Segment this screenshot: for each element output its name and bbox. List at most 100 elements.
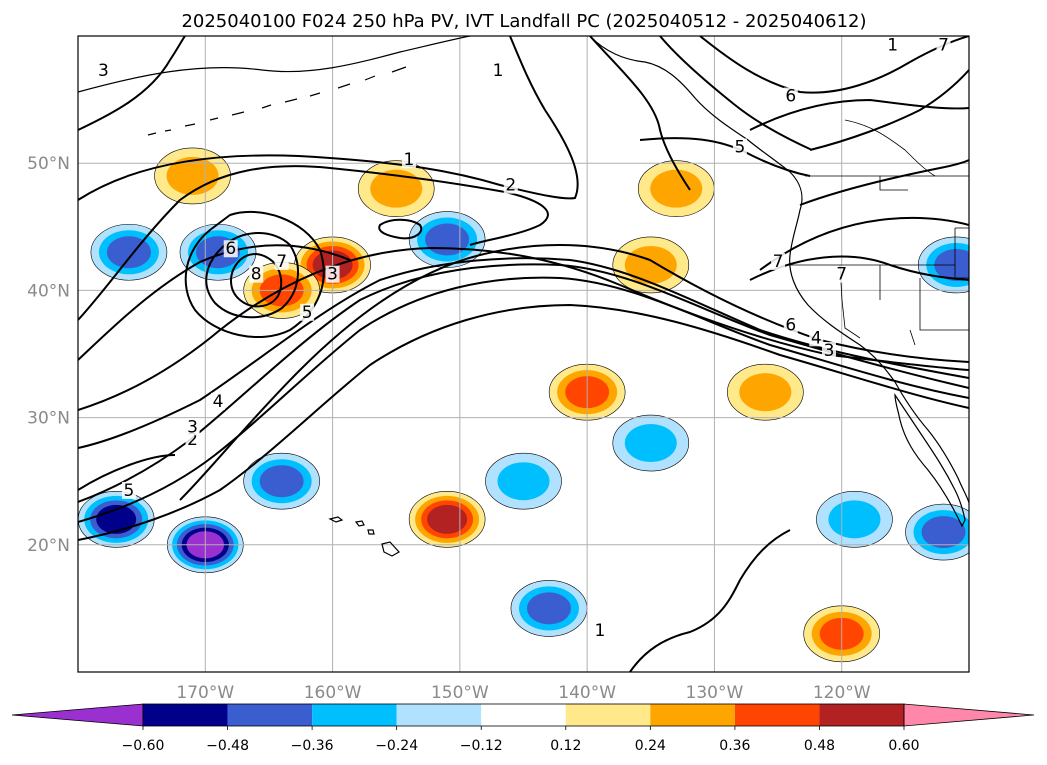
pc-blob-5	[408, 491, 486, 548]
pv-contour-east-upper	[699, 36, 969, 94]
pc-blob-ring	[497, 462, 550, 501]
contour-label-bg	[771, 252, 786, 270]
contour-label: 6	[785, 316, 796, 336]
pc-blob-8	[727, 363, 804, 421]
colorbar-extend-high	[903, 703, 1035, 727]
contour-label-bg	[809, 329, 824, 347]
colorbar-segment	[396, 704, 482, 726]
coastlines	[78, 36, 969, 557]
contour-label: 2	[505, 176, 516, 196]
colorbar	[11, 703, 1035, 727]
pc-blob-ring	[650, 169, 703, 208]
pc-blob-18	[612, 414, 690, 472]
contour-label: 2	[187, 430, 198, 450]
colorbar-tick-label: −0.48	[206, 738, 249, 754]
contour-label: 6	[225, 239, 236, 259]
colorbar-tick-label: 0.48	[804, 738, 835, 754]
contour-label-bg	[783, 316, 798, 334]
pc-blob-17	[485, 452, 562, 510]
pc-blob-ring	[427, 504, 468, 534]
pv-contour-vortex-inner	[230, 253, 283, 308]
colorbar-tick-label: −0.36	[291, 738, 334, 754]
contour-label: 7	[938, 36, 949, 56]
contour-label: 1	[404, 150, 415, 170]
hawaii-islands	[328, 516, 400, 557]
pc-blob-12	[408, 211, 486, 268]
x-tick-label: 170°W	[176, 683, 234, 703]
pc-blob-15	[243, 452, 320, 510]
pc-blob-6	[637, 160, 715, 217]
colorbar-tick-label: 0.36	[719, 738, 750, 754]
contour-label: 6	[785, 87, 796, 107]
contour-label-bg	[274, 252, 289, 270]
colorbar-segment	[312, 704, 397, 726]
pc-blob-ring	[624, 424, 677, 463]
contour-label: 5	[734, 137, 745, 157]
pc-blob-16	[510, 580, 588, 637]
contour-label-bg	[834, 265, 849, 283]
pc-blob-ring	[259, 465, 304, 498]
chart-title: 2025040100 F024 250 hPa PV, IVT Landfall…	[181, 11, 866, 32]
contour-label-bg	[96, 62, 111, 80]
pv-contour-8	[78, 216, 969, 541]
colorbar-segment	[565, 704, 651, 726]
colorbar-frame	[142, 703, 905, 727]
contour-label: 4	[213, 392, 224, 412]
contour-label-bg	[783, 87, 798, 105]
colorbar-segment	[734, 704, 820, 726]
contour-label: 1	[493, 61, 504, 81]
contour-label-bg	[223, 240, 238, 258]
pc-blob-ring	[921, 516, 966, 549]
map-frame	[77, 35, 970, 673]
colorbar-segment	[481, 704, 566, 726]
contour-label: 3	[187, 417, 198, 437]
colorbar-tick-label: 0.60	[888, 738, 919, 754]
contour-label-bg	[885, 36, 900, 54]
x-tick-label: 130°W	[686, 683, 744, 703]
pv-contour-vortex-outer	[184, 210, 325, 338]
contour-label: 4	[811, 328, 822, 348]
contour-label-bg	[732, 138, 747, 156]
pv-contour-1-main	[78, 36, 579, 201]
contour-label-bg	[121, 481, 136, 499]
x-tick-label: 140°W	[558, 683, 616, 703]
pc-blob-ring	[425, 223, 470, 256]
pc-blob-20	[905, 503, 969, 561]
contour-label-bg	[936, 36, 951, 54]
contour-label: 3	[327, 265, 338, 285]
contour-label-bg	[491, 62, 506, 80]
x-axis-ticks: 170°W 160°W 150°W 140°W 130°W 120°W	[176, 683, 870, 703]
contour-label-bg	[325, 265, 340, 283]
contour-label: 8	[251, 265, 262, 285]
pc-blob-10	[90, 223, 168, 281]
colorbar-segment	[143, 704, 228, 726]
colorbar-tick-label: −0.60	[122, 738, 165, 754]
pc-blob-19	[816, 491, 893, 548]
pc-blob-3	[357, 160, 435, 217]
contour-label: 1	[887, 36, 898, 56]
colorbar-tick-label: 0.24	[635, 738, 666, 754]
pv-contour-1-north	[78, 36, 186, 131]
contour-label: 3	[824, 341, 835, 361]
contour-label-bg	[821, 342, 836, 359]
y-axis-ticks: 20°N 30°N 40°N 50°N	[27, 154, 70, 556]
contour-label: 3	[98, 61, 109, 81]
pc-blob-ring	[526, 592, 571, 625]
pv-contour-small-loop	[378, 218, 423, 240]
contour-label: 5	[302, 303, 313, 323]
pc-blob-ring	[370, 169, 423, 208]
colorbar-tick-label: 0.12	[550, 738, 581, 754]
contour-label-bg	[592, 621, 607, 639]
y-tick-label: 20°N	[27, 536, 70, 556]
baja-california	[894, 393, 966, 528]
pc-field-layer	[78, 147, 969, 663]
colorbar-extend-low	[11, 703, 144, 727]
pv-contour-7	[78, 159, 969, 523]
y-tick-label: 30°N	[27, 409, 70, 429]
contour-label-bg	[503, 176, 518, 194]
pv-contour-1-south	[629, 529, 791, 672]
pv-contour-vortex-mid	[205, 232, 299, 319]
